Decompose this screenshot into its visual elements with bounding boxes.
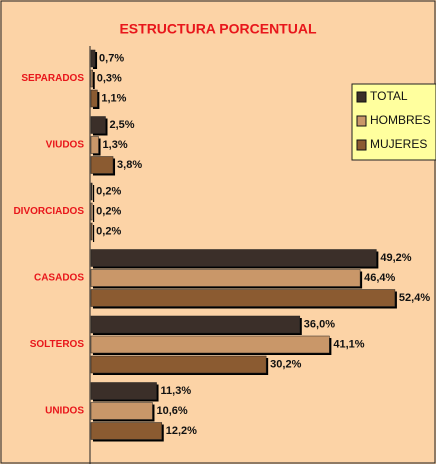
- bar: [90, 89, 98, 108]
- value-label: 1,3%: [103, 139, 128, 151]
- category-label: UNIDOS: [45, 406, 84, 417]
- value-label: 46,4%: [364, 272, 395, 284]
- category-label: VIUDOS: [46, 140, 85, 151]
- bar: [90, 249, 377, 267]
- value-label: 0,2%: [96, 185, 121, 197]
- bar: [90, 382, 157, 400]
- bar: [90, 69, 93, 88]
- value-label: 11,3%: [161, 385, 192, 397]
- bar-shadow: [93, 185, 95, 202]
- category-label: CASADOS: [34, 273, 84, 284]
- bar: [90, 49, 96, 68]
- legend-swatch: [356, 139, 367, 151]
- legend-label: HOMBRES: [370, 113, 431, 127]
- value-label: 0,7%: [99, 52, 124, 64]
- value-label: 10,6%: [156, 405, 187, 417]
- value-label: 0,2%: [96, 225, 121, 237]
- legend-label: TOTAL: [370, 89, 408, 103]
- value-label: 52,4%: [399, 292, 430, 304]
- legend-label: MUJERES: [370, 137, 427, 151]
- value-label: 0,3%: [97, 72, 122, 84]
- bar-shadow: [93, 72, 95, 89]
- bar: [90, 116, 106, 134]
- bar: [90, 156, 114, 174]
- bar: [90, 355, 267, 374]
- value-label: 1,1%: [101, 92, 126, 104]
- bar: [90, 315, 301, 334]
- bar-shadow: [93, 205, 95, 222]
- bar: [90, 136, 99, 154]
- bar: [90, 402, 153, 420]
- bar: [90, 289, 396, 307]
- value-label: 2,5%: [110, 119, 135, 131]
- value-label: 49,2%: [380, 252, 411, 264]
- legend-swatch: [356, 115, 367, 127]
- value-label: 41,1%: [333, 338, 364, 350]
- value-label: 3,8%: [117, 159, 142, 171]
- bar: [90, 335, 330, 354]
- value-label: 30,2%: [270, 358, 301, 370]
- legend-swatch: [356, 91, 367, 103]
- bar: [90, 222, 93, 241]
- category-label: SEPARADOS: [21, 73, 84, 84]
- value-label: 36,0%: [304, 318, 335, 330]
- category-label: DIVORCIADOS: [13, 206, 84, 217]
- bar: [90, 182, 93, 201]
- bar: [90, 422, 163, 440]
- bar: [90, 269, 361, 287]
- bar-shadow: [93, 225, 95, 242]
- category-label: SOLTEROS: [30, 339, 85, 350]
- value-label: 12,2%: [166, 425, 197, 437]
- chart-title: ESTRUCTURA PORCENTUAL: [119, 21, 316, 37]
- bar: [90, 202, 93, 221]
- value-label: 0,2%: [96, 205, 121, 217]
